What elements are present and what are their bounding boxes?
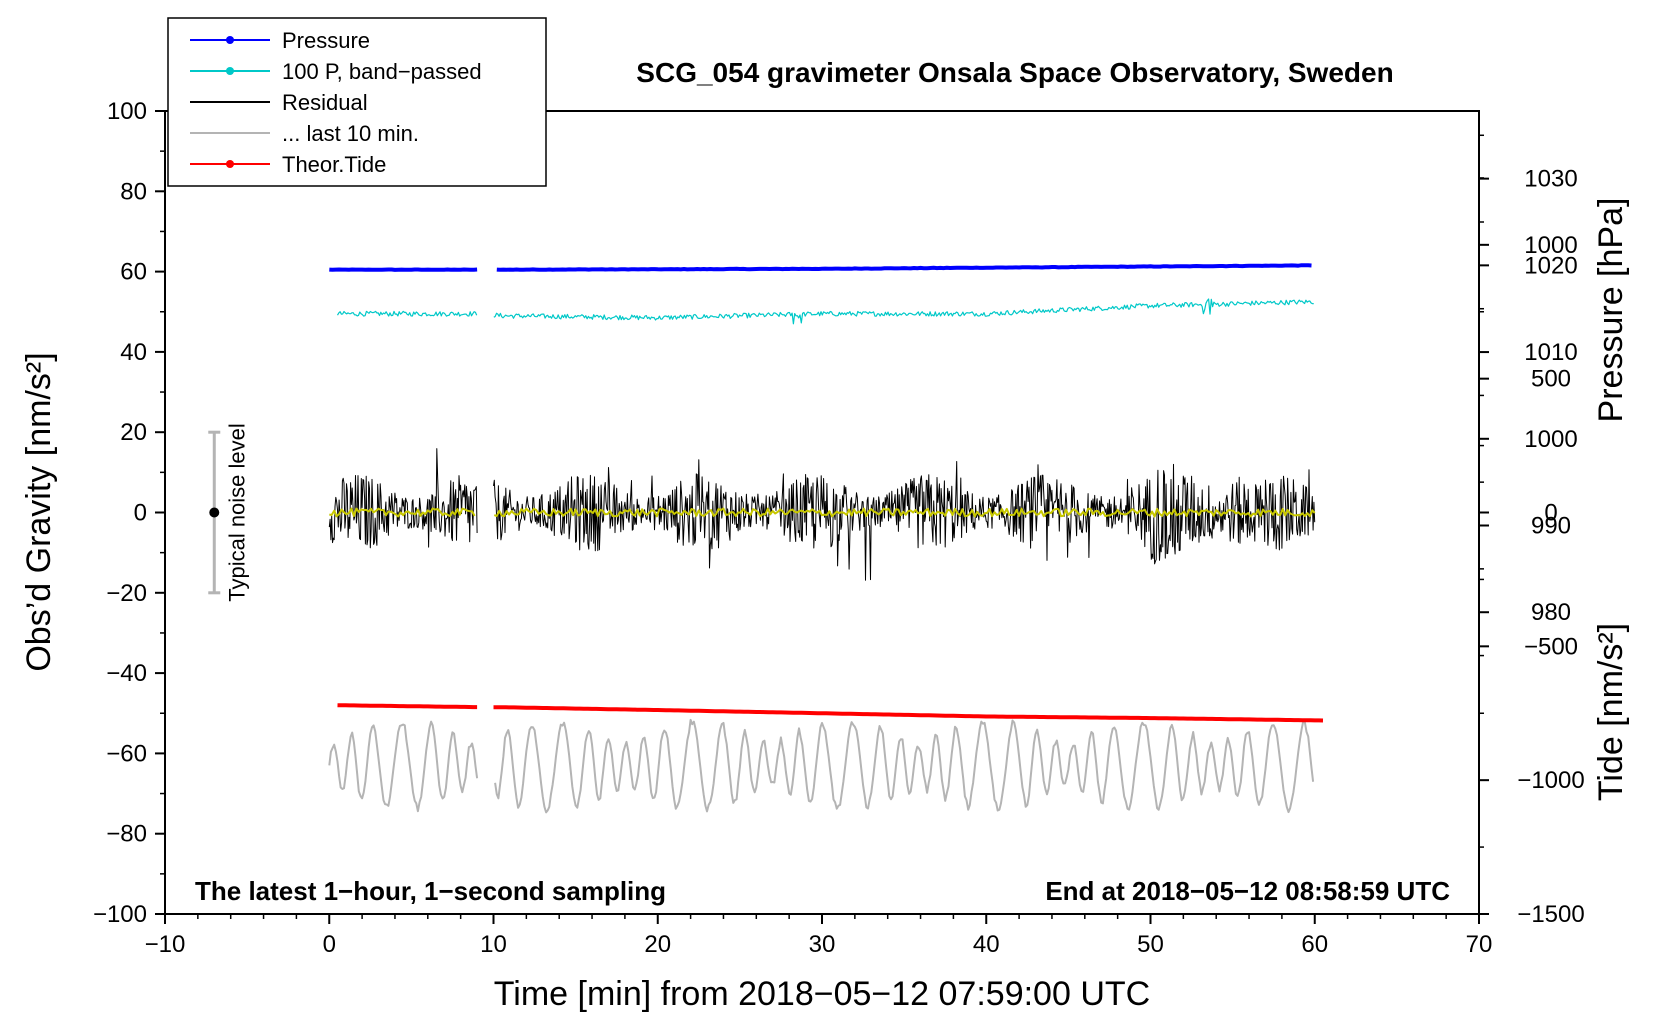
series-last-10-min bbox=[328, 720, 479, 813]
series-last-10-min bbox=[494, 718, 1315, 814]
x-tick-label: 0 bbox=[323, 931, 336, 958]
annotation-sampling: The latest 1−hour, 1−second sampling bbox=[195, 876, 666, 906]
legend-entry: 100 P, band−passed bbox=[190, 59, 482, 84]
x-tick-label: 70 bbox=[1466, 931, 1493, 958]
tide-tick-label: −500 bbox=[1524, 633, 1578, 660]
pressure-tick-label: 980 bbox=[1531, 599, 1571, 626]
y-tick-label: −80 bbox=[106, 821, 147, 848]
noise-center-dot bbox=[209, 507, 220, 518]
x-tick-label: 10 bbox=[480, 931, 507, 958]
y-tick-label: 60 bbox=[120, 259, 147, 286]
noise-level-label: Typical noise level bbox=[224, 423, 249, 602]
tide-tick-label: −1500 bbox=[1517, 901, 1584, 928]
pressure-axis-title: Pressure [hPa] bbox=[1592, 198, 1630, 423]
pressure-tick-label: 1010 bbox=[1524, 339, 1577, 366]
legend-marker bbox=[226, 67, 234, 75]
legend-entry: Pressure bbox=[190, 28, 370, 53]
pressure-tick-label: 990 bbox=[1531, 513, 1571, 540]
legend-label: Pressure bbox=[282, 28, 370, 53]
x-tick-label: 40 bbox=[973, 931, 1000, 958]
series-theor-tide bbox=[337, 703, 478, 710]
tide-tick-label: 500 bbox=[1531, 366, 1571, 393]
y-tick-label: 40 bbox=[120, 339, 147, 366]
y-tick-label: 80 bbox=[120, 178, 147, 205]
series-running-mean bbox=[329, 507, 476, 518]
chart-title: SCG_054 gravimeter Onsala Space Observat… bbox=[636, 57, 1393, 88]
y-tick-label: −60 bbox=[106, 740, 147, 767]
y-tick-label: 100 bbox=[107, 98, 147, 125]
x-tick-label: −10 bbox=[145, 931, 186, 958]
pressure-tick-label: 1020 bbox=[1524, 252, 1577, 279]
legend-entry: Theor.Tide bbox=[190, 152, 386, 177]
x-axis-title: Time [min] from 2018−05−12 07:59:00 UTC bbox=[494, 975, 1150, 1013]
y-axis-title: Obs’d Gravity [nm/s²] bbox=[20, 352, 58, 671]
legend: Pressure 100 P, band−passed Residual ... la… bbox=[167, 17, 547, 187]
legend-label: ... last 10 min. bbox=[282, 121, 419, 146]
annotation-end-time: End at 2018−05−12 08:58:59 UTC bbox=[1045, 876, 1450, 906]
tide-tick-label: 0 bbox=[1544, 500, 1557, 527]
y-tick-label: −20 bbox=[106, 580, 147, 607]
tide-axis-title: Tide [nm/s²] bbox=[1592, 623, 1630, 801]
tide-tick-label: −1000 bbox=[1517, 767, 1584, 794]
series-theor-tide bbox=[493, 705, 1324, 723]
x-tick-label: 30 bbox=[809, 931, 836, 958]
x-tick-label: 50 bbox=[1137, 931, 1164, 958]
pressure-tick-label: 1030 bbox=[1524, 166, 1577, 193]
series-residual bbox=[493, 459, 1316, 581]
legend-label: 100 P, band−passed bbox=[282, 59, 482, 84]
y-tick-label: 0 bbox=[134, 500, 147, 527]
legend-label: Theor.Tide bbox=[282, 152, 386, 177]
tick-marks: −10 0 10 20 30 40 50 60 70100806040200−20−40−60−… bbox=[93, 98, 1585, 958]
noise-level-indicator: Typical noise level bbox=[208, 423, 249, 602]
y-tick-label: 20 bbox=[120, 419, 147, 446]
series-pressure bbox=[496, 263, 1312, 272]
series-band-passed bbox=[493, 298, 1314, 325]
legend-marker bbox=[226, 160, 234, 168]
y-tick-label: −40 bbox=[106, 660, 147, 687]
series-residual bbox=[328, 448, 478, 549]
pressure-tick-label: 1000 bbox=[1524, 426, 1577, 453]
legend-entry: Residual bbox=[190, 90, 368, 115]
legend-label: Residual bbox=[282, 90, 368, 115]
series-band-passed bbox=[336, 310, 478, 317]
tide-tick-label: 1000 bbox=[1524, 232, 1577, 259]
x-tick-label: 60 bbox=[1301, 931, 1328, 958]
y-tick-label: −100 bbox=[93, 901, 147, 928]
x-tick-label: 20 bbox=[644, 931, 671, 958]
legend-marker bbox=[226, 36, 234, 44]
legend-entry: ... last 10 min. bbox=[190, 121, 419, 146]
data-series bbox=[328, 263, 1324, 814]
series-running-mean bbox=[493, 507, 1316, 518]
legend-box bbox=[167, 17, 547, 187]
